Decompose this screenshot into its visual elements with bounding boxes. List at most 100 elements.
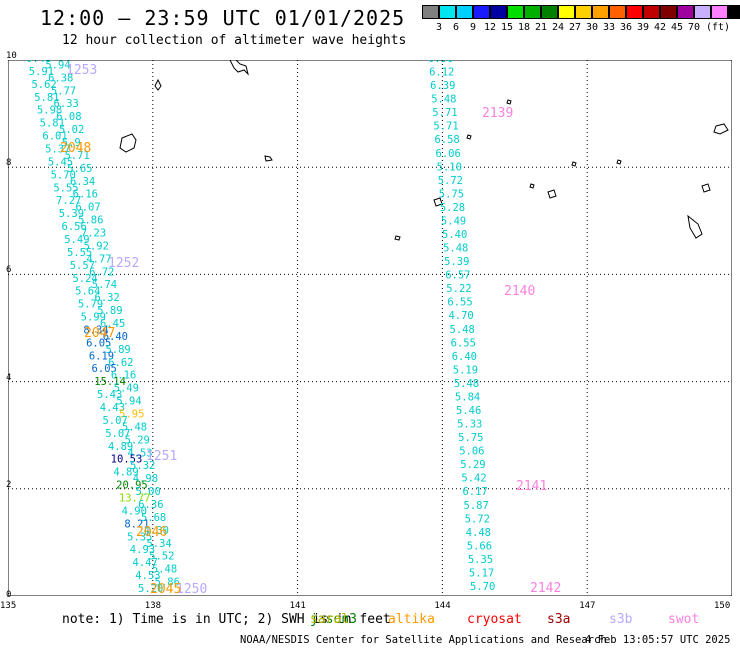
- swh-value: 6.56: [62, 221, 87, 233]
- swh-value: 5.20: [138, 583, 163, 595]
- swh-value: 5.74: [92, 279, 117, 291]
- swh-value: 5.49: [64, 234, 89, 246]
- swh-value: 5.9: [62, 137, 81, 149]
- swh-value: 5.81: [34, 92, 59, 104]
- swh-value: 6.08: [56, 111, 81, 123]
- swh-value: 4.53: [127, 447, 152, 459]
- x-tick-label: 138: [144, 601, 162, 611]
- swh-value: 5.94: [45, 60, 70, 71]
- swh-value: 5.48: [450, 324, 475, 336]
- island-outline: [713, 123, 729, 135]
- scale-tick-label: 18: [517, 22, 531, 33]
- swh-value: 5.45: [48, 156, 73, 168]
- satellite-legend-item: s3b: [609, 612, 633, 627]
- scale-tick-label: 3: [435, 22, 443, 33]
- swh-value: 7.23: [81, 228, 106, 240]
- scale-swatch: [626, 5, 643, 19]
- scale-swatch: [643, 5, 660, 19]
- scale-tick-label: 27: [568, 22, 582, 33]
- swh-value: 5.29: [125, 434, 150, 446]
- swh-value: 5.66: [467, 540, 492, 552]
- swh-value: 5.55: [53, 182, 78, 194]
- pass-number-label: 2048: [60, 141, 91, 156]
- scale-tick-label: 70: [687, 22, 701, 33]
- swh-value: 5.22: [446, 283, 471, 295]
- pass-number-label: 1253: [66, 63, 97, 78]
- swh-value: 6.55: [451, 337, 476, 349]
- satellite-legend-item: swot: [668, 612, 700, 627]
- swh-value: 5.71: [432, 107, 457, 119]
- swh-value: 5.06: [459, 446, 484, 458]
- pass-number-label: 1252: [108, 256, 139, 271]
- swh-value: 6.07: [75, 202, 100, 214]
- swh-value: 5.65: [67, 163, 92, 175]
- y-tick-label: 6: [6, 265, 12, 276]
- island-outline: [119, 133, 137, 153]
- swh-value: 6.45: [100, 318, 125, 330]
- scale-swatch: [490, 5, 507, 19]
- swh-value: 6.19: [89, 350, 114, 362]
- swh-value: 6.16: [73, 189, 98, 201]
- swh-value: 6.17: [462, 486, 487, 498]
- swh-value: 6.12: [429, 67, 454, 79]
- swh-value: 5.48: [454, 378, 479, 390]
- x-tick-label: 135: [0, 601, 17, 611]
- scale-swatch: [439, 5, 456, 19]
- pass-number-label: 2047: [84, 326, 115, 341]
- scale-tick-label: 15: [500, 22, 514, 33]
- swh-value: 6.05: [86, 337, 111, 349]
- island-outline: [701, 183, 711, 193]
- scale-swatch: [728, 5, 740, 19]
- left-swh-track: 6.485.945.916.385.625.775.816.335.986.08…: [26, 60, 180, 595]
- satellite-legend-item: cryosat: [467, 612, 522, 627]
- scale-swatch: [575, 5, 592, 19]
- swh-value: 5.52: [149, 551, 174, 563]
- swh-value: 5.24: [72, 273, 97, 285]
- swh-value: 5.17: [469, 567, 494, 579]
- scale-tick-label: 45: [670, 22, 684, 33]
- swh-value: 4.89: [113, 467, 138, 479]
- swh-value: 5.39: [59, 208, 84, 220]
- swh-value: 5.34: [146, 538, 171, 550]
- swh-value: 6.33: [54, 98, 79, 110]
- scale-tick-label: 30: [585, 22, 599, 33]
- swh-value: 5.91: [29, 66, 54, 78]
- swh-value: 4.98: [133, 473, 158, 485]
- swh-value: 5.49: [114, 383, 139, 395]
- swh-value: 5.46: [456, 405, 481, 417]
- land-outlines: [119, 60, 729, 241]
- swh-value: 6.55: [447, 297, 472, 309]
- timestamp: 4 Feb 13:05:57 UTC 2025: [585, 634, 731, 646]
- pass-number-label: 2046: [136, 525, 167, 540]
- swh-value: 8.34: [83, 324, 108, 336]
- swh-value: 6.01: [42, 131, 67, 143]
- swh-value: 20.95: [116, 480, 148, 492]
- swh-value: 5.32: [130, 460, 155, 472]
- swh-value: 6.40: [452, 351, 477, 363]
- scale-swatch: [592, 5, 609, 19]
- swh-value: 4.70: [448, 310, 473, 322]
- swh-value: 5.98: [37, 105, 62, 117]
- swh-value: 5.40: [442, 229, 467, 241]
- island-outline: [466, 134, 472, 140]
- map-subtitle: 12 hour collection of altimeter wave hei…: [62, 33, 407, 48]
- swh-value: 5.75: [439, 188, 464, 200]
- island-outline: [264, 155, 273, 162]
- swh-value: 5.71: [433, 121, 458, 133]
- swh-value: 5.00: [136, 486, 161, 498]
- scale-swatch: [711, 5, 728, 19]
- swh-value: 5.35: [127, 531, 152, 543]
- x-tick-label: 147: [579, 601, 596, 611]
- swh-value: 5.70: [470, 581, 495, 593]
- swh-value: 5.68: [141, 512, 166, 524]
- swh-value: 5.48: [152, 564, 177, 576]
- swh-value: 5.07: [102, 415, 127, 427]
- scale-swatch: [541, 5, 558, 19]
- scale-tick-label: 12: [483, 22, 497, 33]
- swh-value: 5.07: [105, 428, 130, 440]
- scale-tick-label: 6: [452, 22, 460, 33]
- swh-value: 5.29: [460, 459, 485, 471]
- swh-value: 8.21: [124, 518, 149, 530]
